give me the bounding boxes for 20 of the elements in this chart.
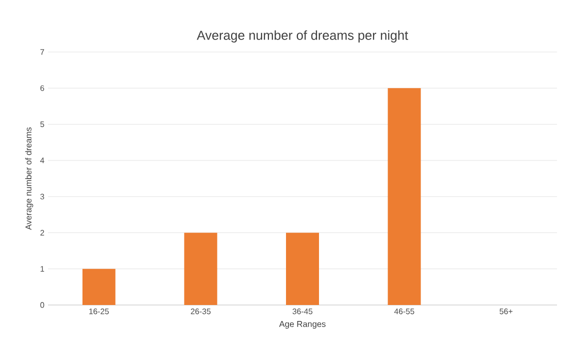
x-tick-label: 36-45	[292, 308, 312, 314]
y-tick-label: 3	[40, 194, 44, 200]
x-axis-title: Age Ranges	[279, 321, 326, 329]
bar	[184, 232, 218, 305]
x-tick-label: 56+	[500, 308, 512, 314]
y-tick-label: 6	[40, 85, 44, 91]
y-tick-label: 4	[40, 158, 44, 164]
y-tick-label: 2	[40, 230, 44, 236]
chart-title: Average number of dreams per night	[196, 30, 408, 42]
y-axis-title: Average number of dreams	[25, 127, 34, 230]
x-tick-label: 16-25	[89, 308, 109, 314]
bar	[82, 268, 116, 305]
y-tick-label: 7	[40, 49, 44, 55]
bar	[286, 232, 320, 305]
x-tick-label: 26-35	[190, 308, 211, 314]
y-tick-label: 1	[40, 266, 44, 272]
y-tick-label: 0	[40, 302, 44, 308]
y-tick-label: 5	[40, 121, 44, 128]
bar	[388, 88, 421, 305]
x-tick-label: 46-55	[394, 308, 414, 314]
